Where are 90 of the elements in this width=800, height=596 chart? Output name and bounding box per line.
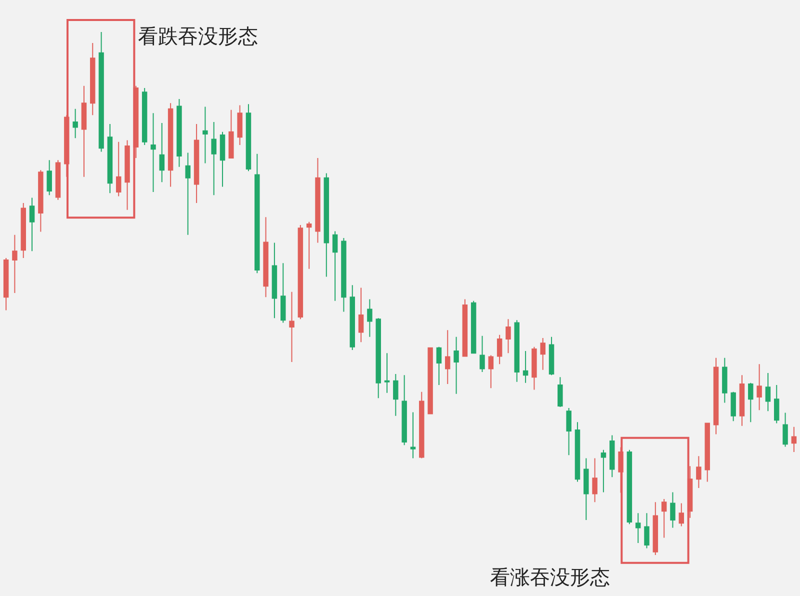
candlestick <box>540 337 546 370</box>
candlestick <box>72 108 78 139</box>
candlestick <box>454 336 459 394</box>
candlestick <box>332 230 338 302</box>
candlestick <box>670 492 676 528</box>
annotation: 看跌吞没形态 <box>138 24 258 48</box>
candlestick <box>376 318 381 399</box>
candlestick <box>704 422 710 482</box>
candlestick <box>90 42 96 116</box>
candlestick <box>341 238 346 312</box>
candlestick <box>791 426 797 452</box>
candlestick <box>584 458 589 520</box>
candlestick <box>739 374 745 426</box>
candlestick <box>176 98 182 168</box>
candlestick <box>462 298 468 357</box>
candlestick <box>678 502 684 527</box>
candlestick <box>410 412 416 459</box>
candlestick <box>445 330 450 384</box>
candlestick <box>185 152 190 236</box>
candlestick <box>3 257 9 311</box>
candlestick <box>254 153 260 274</box>
candlestick <box>722 357 728 404</box>
candlestick <box>168 102 174 188</box>
candlestick <box>713 357 719 435</box>
candlestick <box>384 352 390 394</box>
candlestick <box>470 300 476 354</box>
candlestick <box>652 502 658 556</box>
candlestick <box>280 262 286 324</box>
candlestick <box>237 104 242 146</box>
text: 看涨吞没形态 <box>490 565 610 589</box>
candlestick <box>38 170 44 232</box>
candlestick <box>496 334 502 365</box>
candlestick <box>159 122 165 183</box>
candlestick <box>765 372 771 412</box>
candlestick <box>566 408 572 456</box>
candlestick <box>488 354 494 389</box>
candlestick <box>592 458 598 503</box>
candlestick <box>194 124 200 204</box>
candlestick <box>81 85 87 178</box>
candlestick <box>350 284 355 350</box>
candlestick <box>419 391 424 459</box>
candlestick <box>532 346 537 390</box>
candlestick <box>730 391 736 422</box>
candlestick <box>20 202 26 258</box>
candlestick <box>358 287 364 343</box>
candlestick <box>428 347 433 414</box>
candlestick <box>12 234 18 294</box>
candlestick <box>402 374 407 446</box>
candlestick <box>142 87 148 146</box>
candlestick <box>315 158 320 244</box>
candlestick <box>574 422 580 482</box>
candlestick <box>116 141 122 197</box>
candlestick <box>661 498 667 538</box>
candlestick <box>522 350 528 384</box>
candlestick <box>696 456 702 489</box>
candlestick <box>626 449 632 525</box>
candlestick <box>289 291 294 363</box>
candlestick <box>272 242 278 319</box>
candlestick <box>98 32 104 152</box>
candlestick <box>436 346 442 386</box>
candlestick <box>610 434 615 478</box>
candlestick <box>558 376 563 408</box>
candlestick <box>393 374 398 416</box>
candlestick <box>548 336 554 376</box>
candlestick <box>211 121 216 196</box>
candlestick <box>748 382 754 423</box>
candlestick <box>220 131 226 188</box>
candlestick <box>55 160 61 200</box>
candlestick <box>644 512 650 549</box>
candlestick <box>124 140 130 210</box>
candlestick <box>306 221 312 270</box>
candlestick <box>480 335 485 372</box>
candlestick <box>202 106 208 164</box>
candlestick <box>246 104 252 172</box>
candlestick <box>756 364 762 411</box>
candlestick <box>150 112 156 193</box>
candlestick <box>298 224 304 320</box>
candlestick <box>46 160 52 196</box>
candlestick <box>29 197 35 252</box>
candlestick <box>774 384 780 424</box>
candlestick <box>367 298 372 338</box>
candlestick <box>228 109 234 159</box>
candlestick <box>600 449 606 493</box>
candlestick <box>506 318 511 354</box>
candlestick <box>514 320 520 382</box>
candlestick <box>782 412 788 448</box>
candlestick <box>324 172 330 278</box>
candlestick <box>635 512 641 544</box>
candlestick <box>107 124 113 194</box>
candlestick <box>263 216 268 298</box>
